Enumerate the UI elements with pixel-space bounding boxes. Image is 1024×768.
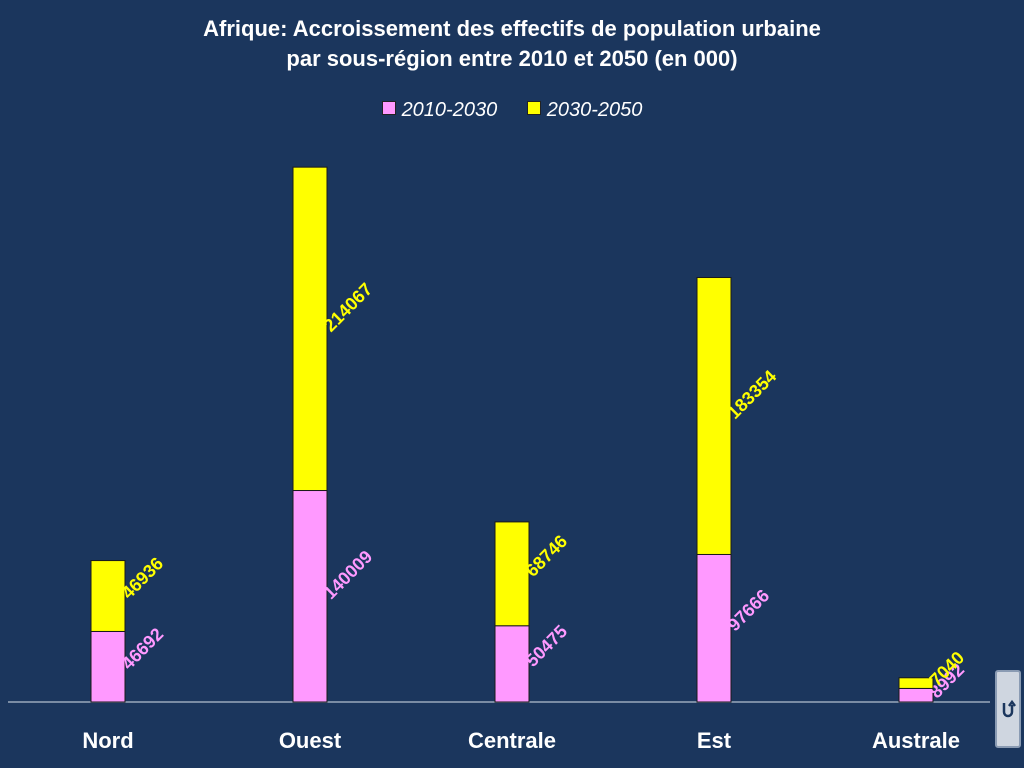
legend-item-2010-2030: 2010-2030	[381, 96, 498, 124]
legend-swatch-2010-2030	[381, 101, 396, 115]
legend-label-2030-2050: 2030-2050	[546, 99, 643, 121]
legend-item-2030-2050: 2030-2050	[526, 96, 643, 124]
bar-nord-2030-2050	[90, 560, 126, 632]
x-tick-label-ouest: Ouest	[279, 728, 342, 753]
bar-centrale-2030-2050	[494, 521, 530, 627]
bar-centrale-2010-2030	[494, 625, 530, 703]
data-label-est-2030-2050: 183354	[724, 366, 781, 423]
legend-label-2010-2030: 2010-2030	[401, 99, 498, 121]
bar-ouest-2030-2050	[292, 166, 328, 492]
chart-title-line-2: par sous-région entre 2010 et 2050 (en 0…	[286, 46, 738, 71]
bar-est-2030-2050	[696, 277, 732, 555]
chart-title-line-1: Afrique: Accroissement des effectifs de …	[203, 16, 821, 41]
bar-est-2010-2030	[696, 553, 732, 703]
bar-australe-2030-2050	[898, 677, 934, 689]
chart-title: Afrique: Accroissement des effectifs de …	[0, 14, 1024, 74]
x-tick-label-nord: Nord	[82, 728, 133, 753]
data-label-ouest-2030-2050: 214067	[320, 279, 377, 336]
x-tick-label-australe: Australe	[872, 728, 960, 753]
x-tick-label-est: Est	[697, 728, 732, 753]
return-button[interactable]	[995, 670, 1021, 748]
chart-legend: 2010-2030 2030-2050	[0, 96, 1024, 124]
return-arrow-icon	[1002, 699, 1016, 718]
bar-nord-2010-2030	[90, 630, 126, 703]
bar-ouest-2010-2030	[292, 490, 328, 703]
legend-swatch-2030-2050	[526, 101, 541, 115]
data-label-ouest-2010-2030: 140009	[320, 546, 377, 603]
x-tick-label-centrale: Centrale	[468, 728, 556, 753]
